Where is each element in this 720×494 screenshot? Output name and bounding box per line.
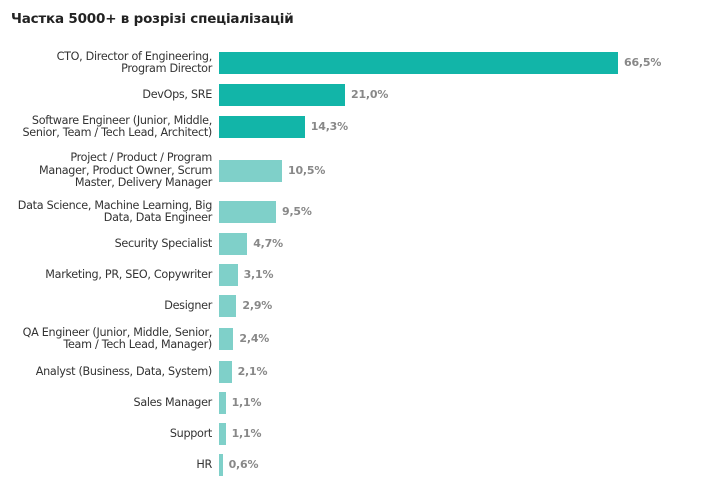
- value-label: 2,1%: [237, 365, 268, 378]
- category-label: CTO, Director of Engineering, Program Di…: [56, 49, 213, 75]
- category-label: Marketing, PR, SEO, Copywriter: [45, 267, 212, 281]
- bar: [219, 392, 226, 414]
- category-label: QA Engineer (Junior, Middle, Senior, Tea…: [22, 325, 213, 351]
- bar: [219, 52, 618, 74]
- category-label: Support: [169, 426, 212, 440]
- value-label: 10,5%: [288, 164, 326, 177]
- chart-title: Частка 5000+ в розрізі спеціалізацій: [11, 11, 294, 27]
- bar: [219, 84, 345, 106]
- bar: [219, 264, 238, 286]
- value-label: 2,9%: [242, 299, 273, 312]
- value-label: 1,1%: [231, 396, 262, 409]
- value-label: 3,1%: [243, 268, 274, 281]
- bar: [219, 233, 248, 255]
- value-label: 2,4%: [239, 332, 270, 345]
- value-label: 66,5%: [624, 56, 662, 69]
- value-label: 1,1%: [231, 427, 262, 440]
- bar: [219, 454, 223, 476]
- bar: [219, 295, 237, 317]
- bar: [219, 116, 305, 138]
- bar: [219, 361, 232, 383]
- value-label: 21,0%: [351, 88, 389, 101]
- category-label: HR: [196, 457, 212, 471]
- category-label: Data Science, Machine Learning, Big Data…: [17, 198, 213, 224]
- category-label: Project / Product / Program Manager, Pro…: [39, 151, 212, 190]
- bar: [219, 423, 226, 445]
- category-label: Designer: [164, 298, 212, 312]
- category-label: DevOps, SRE: [142, 87, 212, 101]
- value-label: 9,5%: [282, 205, 312, 218]
- category-label: Analyst (Business, Data, System): [35, 364, 213, 378]
- value-label: 4,7%: [253, 237, 283, 250]
- value-label: 14,3%: [310, 120, 348, 133]
- bar: [219, 201, 276, 223]
- category-label: Sales Manager: [133, 395, 213, 409]
- value-label: 0,6%: [228, 458, 259, 471]
- bar: [219, 160, 282, 182]
- bar: [219, 328, 234, 350]
- category-label: Security Specialist: [114, 236, 213, 250]
- category-label: Software Engineer (Junior, Middle, Senio…: [22, 113, 212, 139]
